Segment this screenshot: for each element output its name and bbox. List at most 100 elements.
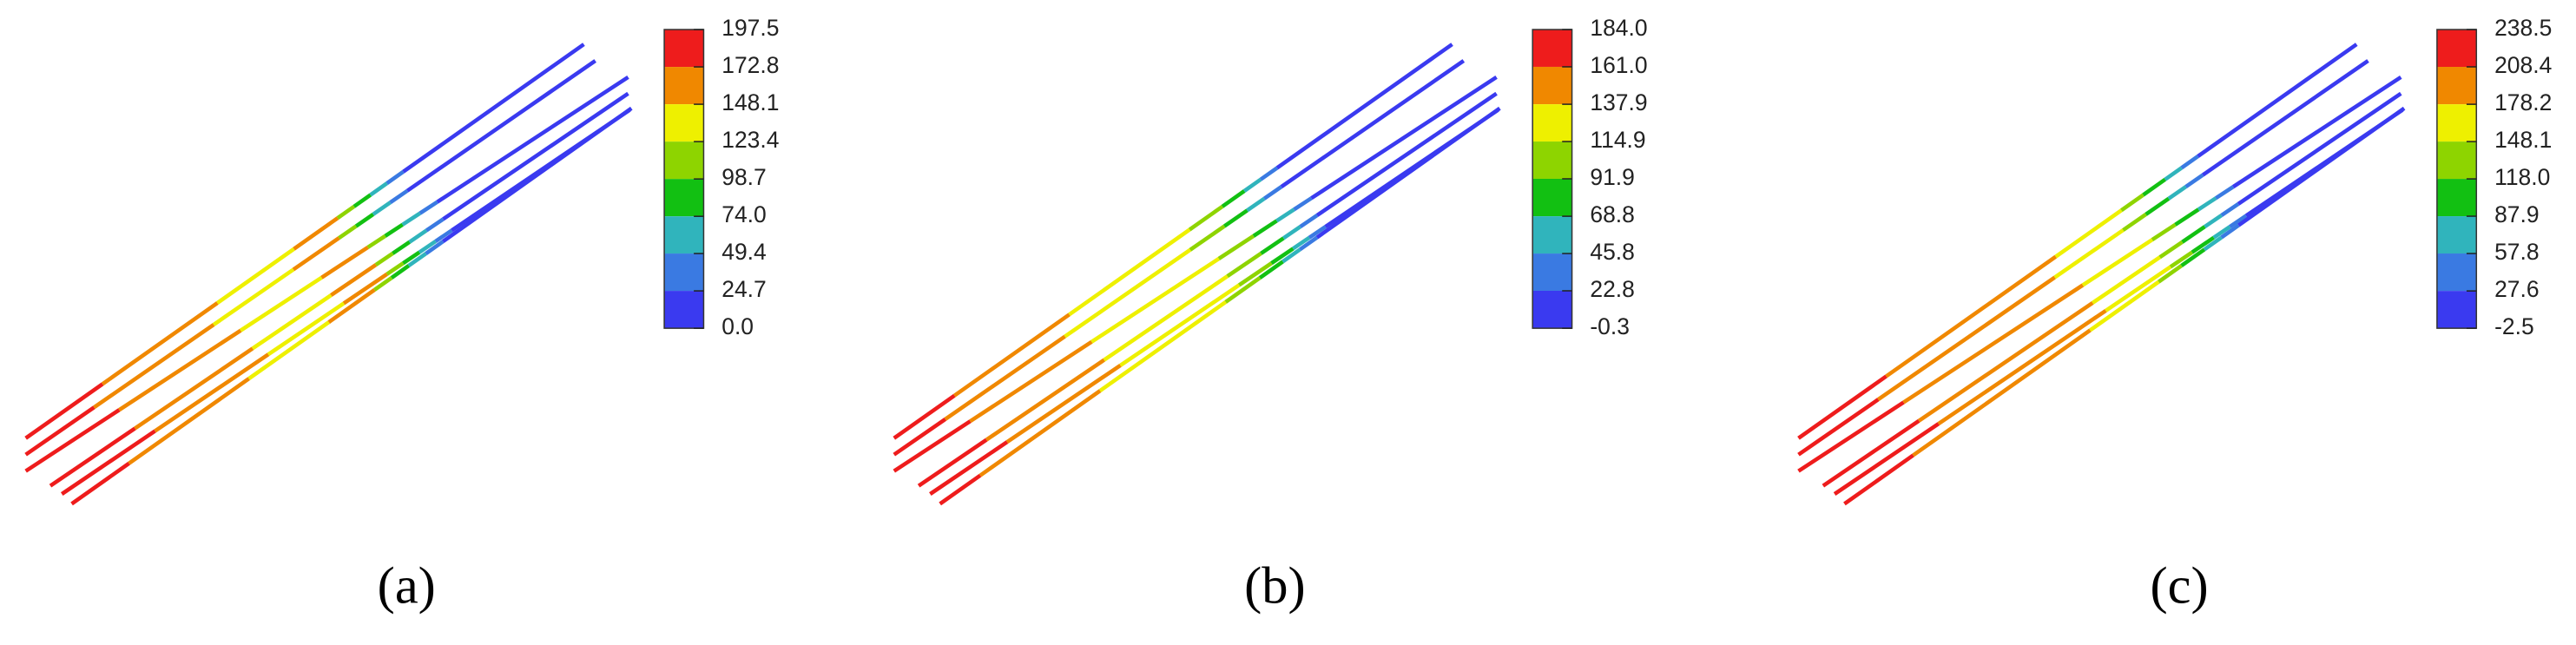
pipe-segment xyxy=(1308,225,1327,240)
pipe-segment xyxy=(1822,418,1920,488)
pipe-segment xyxy=(390,264,411,280)
pipe-segment xyxy=(1090,257,1221,344)
pipe-segment xyxy=(1282,225,1301,240)
pipe-segment xyxy=(1270,247,1295,266)
pipe-segment xyxy=(327,288,376,324)
pipe-segment xyxy=(2191,235,2215,254)
pipe-segment xyxy=(929,440,1009,496)
pipe-segment xyxy=(247,320,331,381)
colorbar-band xyxy=(1532,253,1572,291)
pipe-segment xyxy=(917,438,988,488)
pipe-segment xyxy=(342,272,389,306)
pipe-segment xyxy=(154,352,270,433)
pipe-segment xyxy=(1226,251,1262,279)
pipe-segment xyxy=(118,328,242,412)
pipe-segment xyxy=(1281,247,1301,264)
pipe-segment xyxy=(1103,274,1229,362)
pipe-segment xyxy=(338,224,358,240)
pipe-segment xyxy=(1246,196,1266,213)
colorbar-tick-label: 22.8 xyxy=(1590,276,1635,302)
pipe-segment xyxy=(436,75,629,204)
pipe-segment xyxy=(2122,213,2147,232)
pipe-segment xyxy=(2201,59,2369,177)
panel-caption: (c) xyxy=(2151,556,2209,615)
pipe-segment xyxy=(60,429,156,496)
pipe-segment xyxy=(385,169,405,185)
pipe-segment xyxy=(1299,214,1319,229)
pipe-segment xyxy=(267,301,346,357)
pipe-segment xyxy=(1119,283,1241,367)
pipe-segment xyxy=(352,193,372,208)
pipe-segment xyxy=(2204,214,2224,229)
pipe-segment xyxy=(369,181,388,197)
pipe-segment xyxy=(1098,300,1228,392)
colorbar-tick-label: 68.8 xyxy=(1590,201,1635,227)
panel: 197.5 172.8 148.1 123.4 98.7 74.0 49.4 24.7 0.0 (… xyxy=(24,15,779,615)
pipe-segment xyxy=(354,213,375,228)
pipe-segment xyxy=(402,43,585,174)
pipe-segment xyxy=(1217,234,1255,260)
pipe-segment xyxy=(134,346,254,431)
pipe-segment xyxy=(2203,235,2223,252)
colorbar-band xyxy=(2436,30,2477,68)
colorbar-tick-label: 98.7 xyxy=(721,164,766,190)
colorbar-band xyxy=(664,216,704,254)
pipe-segment xyxy=(1797,398,1880,457)
pipe-segment xyxy=(425,240,445,255)
pipe-segment xyxy=(2092,255,2162,305)
pipe-segment xyxy=(101,301,219,386)
colorbar-tick-label: 123.4 xyxy=(721,127,779,153)
pipe-segment xyxy=(384,222,404,238)
pipe-segment xyxy=(1237,261,1273,287)
colorbar-band xyxy=(664,67,704,105)
pipe-segment xyxy=(1877,275,2056,402)
pipe-segment xyxy=(70,461,130,506)
pipe-segment xyxy=(239,275,323,332)
colorbar-tick-label: 148.1 xyxy=(2494,127,2552,153)
colorbar-band xyxy=(1532,30,1572,67)
pipe-segment xyxy=(2214,185,2235,201)
pipe-segment xyxy=(374,251,394,267)
colorbar-band xyxy=(2436,179,2477,217)
pipe-segment xyxy=(408,228,428,244)
pipe-segment xyxy=(1833,422,1940,496)
pipe-segment xyxy=(1188,204,1224,232)
pipe-segment xyxy=(2220,223,2240,240)
pipe-segment xyxy=(1221,189,1246,208)
pipe-segment xyxy=(2144,196,2171,216)
pipe-segment xyxy=(425,217,445,233)
pipe-segment xyxy=(1315,106,1501,240)
colorbar-band xyxy=(2436,216,2477,254)
pipe-segment xyxy=(24,382,104,440)
pipe-segment xyxy=(330,263,378,297)
colorbar-band xyxy=(664,30,704,68)
pipe-segment xyxy=(2174,207,2200,227)
pipe-segment xyxy=(293,216,339,251)
pipe-segment xyxy=(441,106,633,243)
pipe-segment xyxy=(212,267,295,326)
pipe-segment xyxy=(385,261,405,276)
pipe-segment xyxy=(1797,400,1905,473)
panel-caption: (a) xyxy=(378,556,436,615)
pipe-segment xyxy=(49,426,136,488)
pipe-segment xyxy=(1189,224,1226,252)
colorbar-tick-label: 137.9 xyxy=(1590,89,1647,115)
pipe-segment xyxy=(1222,208,1248,228)
colorbar-band xyxy=(1532,290,1572,329)
pipe-segment xyxy=(402,250,421,266)
pipe-segment xyxy=(893,417,947,457)
pipe-segment xyxy=(2120,193,2144,213)
panel-caption: (b) xyxy=(1244,556,1306,615)
colorbar-band xyxy=(2436,67,2477,105)
pipe-segment xyxy=(1885,254,2058,378)
pipe-segment xyxy=(2105,265,2172,313)
pipe-segment xyxy=(978,389,1102,477)
pipe-segment xyxy=(2164,166,2183,181)
pipe-segment xyxy=(24,408,121,473)
colorbar-tick-label: 91.9 xyxy=(1590,164,1635,190)
pipe-segment xyxy=(1068,227,1191,317)
pipe-segment xyxy=(1005,363,1122,444)
pipe-segment xyxy=(1275,43,1453,170)
colorbar-tick-label: 0.0 xyxy=(721,313,754,339)
